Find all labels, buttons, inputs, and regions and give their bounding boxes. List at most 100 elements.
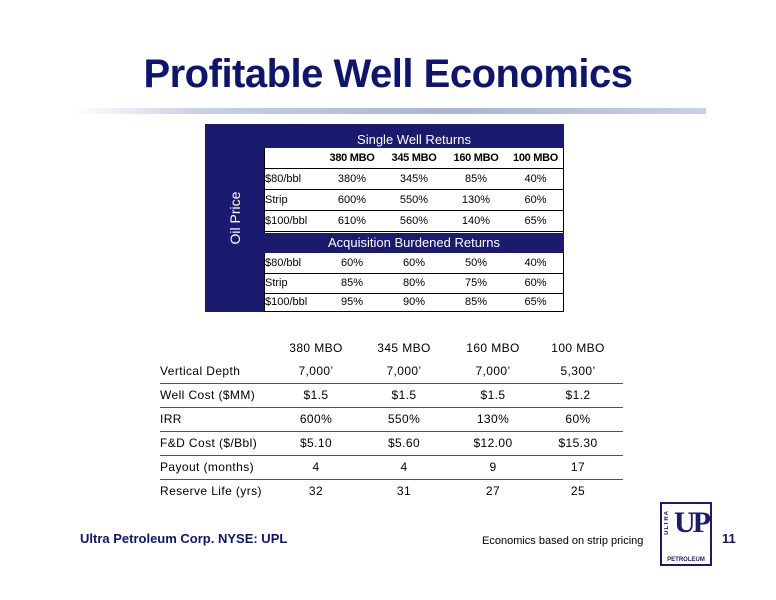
table-cell: $12.00 bbox=[473, 436, 513, 450]
table-cell: 610% bbox=[337, 215, 367, 227]
table-cell: $5.60 bbox=[387, 436, 421, 450]
table-cell: 4 bbox=[400, 460, 408, 474]
table-row: Strip 600% 550% 130% 60% bbox=[264, 190, 564, 211]
table-cell: 95% bbox=[340, 296, 364, 308]
row-divider bbox=[160, 383, 623, 384]
logo-ultra-text: ULTRA bbox=[664, 510, 670, 535]
row-label: $100/bbl bbox=[265, 296, 308, 308]
header-cell: 100 MBO bbox=[513, 152, 558, 164]
table-row: Well Cost ($MM) $1.5 $1.5 $1.5 $1.2 bbox=[160, 383, 623, 407]
page-number: 11 bbox=[722, 531, 736, 546]
table-cell: 32 bbox=[308, 484, 324, 498]
table-cell: 65% bbox=[524, 296, 547, 308]
table-cell: $1.2 bbox=[565, 388, 591, 402]
row-label: Strip bbox=[265, 277, 288, 289]
table-cell: $5.10 bbox=[299, 436, 333, 450]
table-cell: 9 bbox=[489, 460, 497, 474]
row-divider bbox=[160, 407, 623, 408]
header-cell: 160 MBO bbox=[466, 341, 520, 355]
table-cell: 600% bbox=[299, 412, 333, 426]
row-label: Well Cost ($MM) bbox=[160, 388, 256, 402]
single-well-returns-table: Single Well Returns 380 MBO 345 MBO 160 … bbox=[264, 124, 564, 312]
section-title-acquisition: Acquisition Burdened Returns bbox=[264, 233, 564, 253]
header-cell: 345 MBO bbox=[391, 152, 437, 164]
row-label: Reserve Life (yrs) bbox=[160, 484, 262, 498]
table-row: $80/bbl 380% 345% 85% 40% bbox=[264, 169, 564, 190]
table-cell: 5,300’ bbox=[560, 364, 596, 378]
row-divider bbox=[160, 431, 623, 432]
table-header-row: 380 MBO 345 MBO 160 MBO 100 MBO bbox=[264, 148, 564, 169]
ultra-petroleum-logo: ULTRA UP PETROLEUM bbox=[660, 502, 712, 566]
table-cell: 65% bbox=[524, 215, 547, 227]
grid-line bbox=[563, 253, 564, 312]
grid-line bbox=[264, 253, 265, 312]
table-cell: 27 bbox=[485, 484, 501, 498]
table-cell: 50% bbox=[464, 257, 488, 269]
table-row: Reserve Life (yrs) 32 31 27 25 bbox=[160, 479, 623, 503]
section-title-single-well: Single Well Returns bbox=[264, 124, 564, 148]
table-cell: 560% bbox=[399, 215, 429, 227]
table-cell: 550% bbox=[399, 194, 429, 206]
table-row: $100/bbl 95% 90% 85% 65% bbox=[264, 292, 564, 312]
grid-line bbox=[264, 311, 564, 312]
table-cell: 600% bbox=[337, 194, 367, 206]
header-cell: 345 MBO bbox=[377, 341, 431, 355]
table-cell: 60% bbox=[524, 277, 547, 289]
header-cell: 380 MBO bbox=[329, 152, 375, 164]
table-cell: $1.5 bbox=[303, 388, 329, 402]
logo-petroleum-text: PETROLEUM bbox=[667, 557, 705, 563]
table-cell: 130% bbox=[476, 412, 510, 426]
table-cell: 7,000’ bbox=[386, 364, 422, 378]
table-cell: 80% bbox=[402, 277, 426, 289]
table-row: Strip 85% 80% 75% 60% bbox=[264, 273, 564, 294]
row-label: Payout (months) bbox=[160, 460, 255, 474]
table-cell: 17 bbox=[570, 460, 586, 474]
grid-line bbox=[563, 148, 564, 233]
table-cell: 130% bbox=[461, 194, 491, 206]
row-label: F&D Cost ($/Bbl) bbox=[160, 436, 258, 450]
table-cell: 60% bbox=[524, 194, 547, 206]
row-divider bbox=[160, 479, 623, 480]
table-cell: 90% bbox=[402, 296, 426, 308]
header-cell bbox=[265, 148, 321, 168]
table-row: Payout (months) 4 4 9 17 bbox=[160, 455, 623, 479]
table-cell: 4 bbox=[312, 460, 320, 474]
table-cell: 85% bbox=[464, 296, 488, 308]
table-cell: $15.30 bbox=[558, 436, 598, 450]
table-cell: 40% bbox=[524, 257, 547, 269]
grid-line bbox=[264, 148, 265, 233]
table-header-row: 380 MBO 345 MBO 160 MBO 100 MBO bbox=[160, 336, 623, 360]
logo-up-text: UP bbox=[674, 506, 711, 539]
table-row: $80/bbl 60% 60% 50% 40% bbox=[264, 253, 564, 274]
table-cell: $1.5 bbox=[391, 388, 417, 402]
header-cell: 100 MBO bbox=[551, 341, 605, 355]
oil-price-label-cell: Oil Price bbox=[205, 124, 264, 312]
table-row: F&D Cost ($/Bbl) $5.10 $5.60 $12.00 $15.… bbox=[160, 431, 623, 455]
table-cell: 7,000’ bbox=[298, 364, 334, 378]
table-cell: 60% bbox=[565, 412, 591, 426]
table-cell: 25 bbox=[570, 484, 586, 498]
row-label: $100/bbl bbox=[265, 215, 308, 227]
row-divider bbox=[160, 455, 623, 456]
table-cell: 40% bbox=[524, 173, 547, 185]
table-cell: 60% bbox=[402, 257, 426, 269]
table-cell: 550% bbox=[387, 412, 421, 426]
table-cell: $1.5 bbox=[480, 388, 506, 402]
header-cell: 380 MBO bbox=[289, 341, 343, 355]
table-cell: 7,000’ bbox=[475, 364, 511, 378]
page-title: Profitable Well Economics bbox=[143, 52, 633, 96]
title-underline bbox=[72, 108, 706, 114]
row-label: $80/bbl bbox=[265, 173, 302, 185]
table-cell: 60% bbox=[340, 257, 364, 269]
company-footer: Ultra Petroleum Corp. NYSE: UPL bbox=[80, 531, 288, 546]
table-row: $100/bbl 610% 560% 140% 65% bbox=[264, 211, 564, 232]
row-label: Strip bbox=[265, 194, 288, 206]
table-row: IRR 600% 550% 130% 60% bbox=[160, 407, 623, 431]
table-cell: 380% bbox=[337, 173, 367, 185]
table-row: Vertical Depth 7,000’ 7,000’ 7,000’ 5,30… bbox=[160, 359, 623, 383]
table-cell: 31 bbox=[396, 484, 412, 498]
table-cell: 85% bbox=[464, 173, 488, 185]
oil-price-label: Oil Price bbox=[226, 191, 243, 245]
footnote: Economics based on strip pricing bbox=[482, 535, 644, 547]
row-label: IRR bbox=[160, 412, 182, 426]
